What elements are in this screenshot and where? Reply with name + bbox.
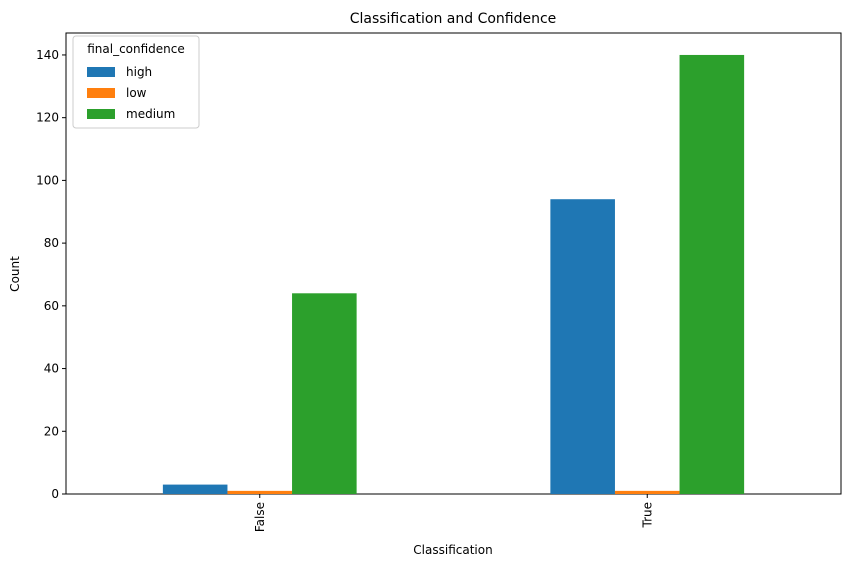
- plot-frame: [65, 32, 842, 495]
- chart-title: Classification and Confidence: [350, 11, 557, 27]
- legend-swatch-low: [87, 88, 115, 98]
- bar-medium-false: [292, 293, 357, 494]
- y-tick-label: 120: [36, 111, 59, 125]
- legend-label-medium: medium: [126, 107, 175, 121]
- legend-swatch-high: [87, 67, 115, 77]
- y-axis: 0 20 40 60 80 100 120 140: [36, 48, 66, 501]
- legend-label-high: high: [126, 65, 152, 79]
- y-tick-label: 140: [36, 48, 59, 62]
- x-tick-label-false: False: [253, 502, 267, 532]
- legend-swatch-medium: [87, 109, 115, 119]
- y-tick-label: 0: [51, 487, 59, 501]
- y-axis-label: Count: [8, 256, 22, 292]
- y-tick-label: 40: [44, 362, 59, 376]
- plot-area: [65, 32, 842, 495]
- legend-label-low: low: [126, 86, 147, 100]
- x-axis-label: Classification: [413, 543, 492, 557]
- bars: [162, 54, 745, 495]
- y-tick-label: 60: [44, 299, 59, 313]
- bar-high-true: [550, 199, 615, 495]
- legend-items: high low medium: [87, 65, 175, 121]
- bar-high-false: [162, 484, 228, 494]
- bar-low-true: [614, 490, 680, 494]
- y-tick-label: 100: [36, 173, 59, 187]
- legend: final_confidence high low medium: [72, 35, 200, 129]
- x-axis: False True: [253, 494, 654, 532]
- legend-title: final_confidence: [87, 42, 185, 56]
- y-tick-label: 20: [44, 424, 59, 438]
- bar-low-false: [227, 490, 293, 494]
- x-tick-label-true: True: [640, 502, 654, 529]
- bar-medium-true: [679, 54, 745, 494]
- y-tick-label: 80: [44, 236, 59, 250]
- legend-frame: [72, 35, 200, 129]
